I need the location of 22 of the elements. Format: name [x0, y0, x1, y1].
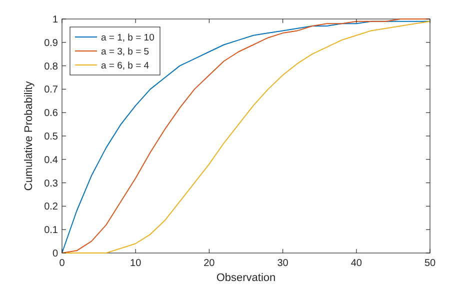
y-tick-label: 0.4 — [44, 154, 58, 166]
legend-label: a = 6, b = 4 — [101, 60, 150, 72]
x-tick-label: 10 — [130, 258, 142, 269]
legend-label: a = 1, b = 10 — [101, 32, 154, 44]
y-tick-label: 0.5 — [44, 132, 58, 142]
y-tick-label: 0.1 — [44, 225, 58, 236]
x-tick-label: 50 — [424, 258, 436, 269]
x-tick-label: 0 — [59, 258, 66, 269]
legend-label: a = 3, b = 5 — [101, 46, 150, 58]
x-axis-title: Observation — [216, 272, 276, 284]
y-axis-title: Cumulative Probability — [23, 80, 35, 191]
y-tick-label: 0 — [52, 248, 58, 260]
y-tick-label: 0.3 — [44, 178, 58, 190]
x-tick-label: 40 — [350, 258, 362, 269]
y-tick-label: 0.8 — [44, 61, 58, 72]
y-tick-label: 0.2 — [44, 202, 58, 213]
y-tick-label: 0.9 — [44, 38, 58, 49]
x-tick-label: 20 — [204, 258, 216, 269]
y-tick-label: 0.6 — [44, 108, 58, 120]
y-tick-label: 0.7 — [44, 84, 58, 96]
y-tick-label: 1 — [52, 14, 58, 26]
x-tick-label: 30 — [277, 258, 289, 269]
